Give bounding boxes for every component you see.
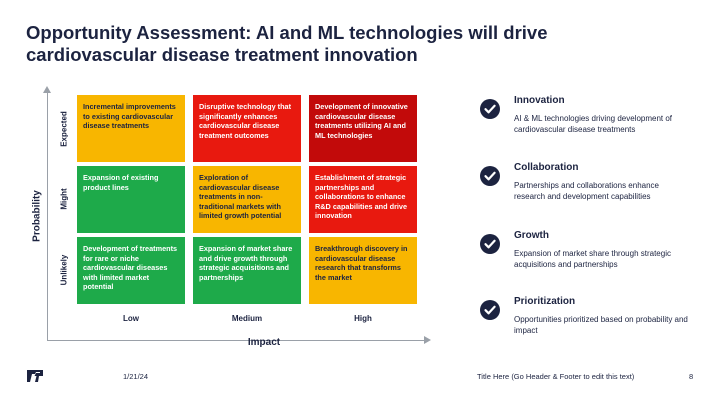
highlight-description: Expansion of market share through strate… [514, 249, 671, 269]
matrix-cell-unlikely-medium: Expansion of market share and drive grow… [193, 237, 301, 304]
x-axis-line [47, 336, 431, 344]
highlight-title: Collaboration [514, 162, 579, 173]
matrix-cell-might-high: Establishment of strategic partnerships … [309, 166, 417, 233]
highlight-title: Prioritization [514, 296, 576, 307]
highlight-description: Opportunities prioritized based on proba… [514, 315, 688, 335]
row-label-unlikely: Unlikely [59, 254, 69, 286]
highlight-title: Innovation [514, 95, 565, 106]
row-label-expected: Expected [59, 111, 69, 147]
x-axis-title: Impact [247, 337, 281, 348]
column-label-medium: Medium [231, 314, 263, 323]
footer-date: 1/21/24 [123, 372, 149, 381]
highlight-description: Partnerships and collaborations enhance … [514, 181, 659, 201]
matrix-cell-expected-medium: Disruptive technology that significantly… [193, 95, 301, 162]
check-circle-icon [480, 99, 500, 119]
matrix-cell-expected-low: Incremental improvements to existing car… [77, 95, 185, 162]
y-axis-line [43, 86, 51, 340]
footer-text[interactable]: Title Here (Go Header & Footer to edit t… [477, 372, 635, 381]
brand-logo-icon [26, 368, 44, 384]
page-number: 8 [689, 372, 694, 381]
check-circle-icon [480, 234, 500, 254]
matrix-cell-might-medium: Exploration of cardiovascular disease tr… [193, 166, 301, 233]
check-circle-icon [480, 166, 500, 186]
column-label-low: Low [123, 314, 139, 323]
check-circle-icon [480, 300, 500, 320]
y-axis-title: Probability [31, 190, 43, 242]
matrix-cell-unlikely-low: Development of treatments for rare or ni… [77, 237, 185, 304]
column-label-high: High [354, 314, 372, 323]
slide-title: Opportunity Assessment: AI and ML techno… [26, 22, 548, 65]
matrix-cell-unlikely-high: Breakthrough discovery in cardiovascular… [309, 237, 417, 304]
matrix-cell-expected-high: Development of innovative cardiovascular… [309, 95, 417, 162]
highlight-title: Growth [514, 230, 549, 241]
highlight-description: AI & ML technologies driving development… [514, 114, 673, 134]
matrix-cell-might-low: Expansion of existing product lines [77, 166, 185, 233]
row-label-might: Might [59, 188, 69, 210]
